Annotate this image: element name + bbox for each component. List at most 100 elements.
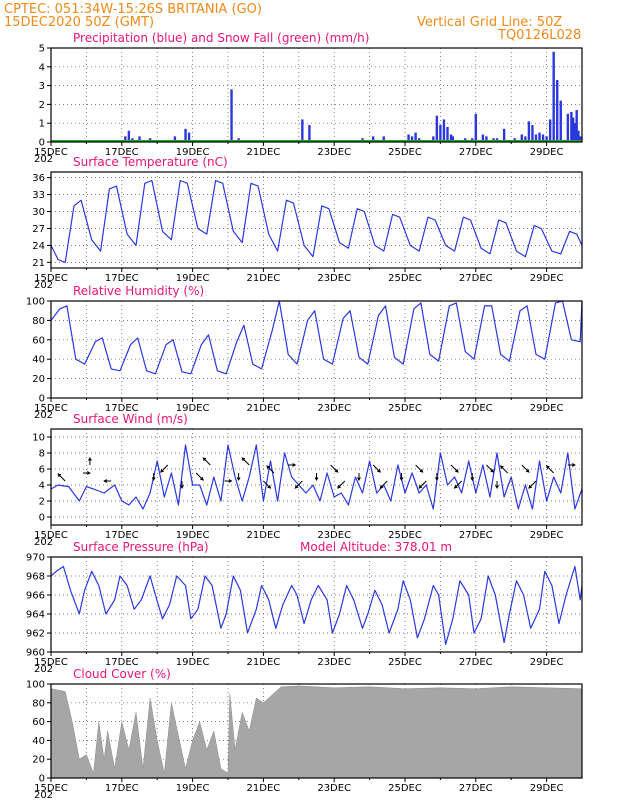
x-tick-label: 23DEC [317,657,351,668]
wind-arrow [486,464,494,473]
x-tick-label: 29DEC [530,147,564,158]
x-tick-label: 17DEC [105,403,139,414]
x-tick-label: 25DEC [388,530,422,541]
x-year-hint: 202 [34,280,53,291]
wind-arrow-head [528,484,532,489]
precip-bar [573,123,577,142]
wind-arrow [266,465,275,474]
y-tick-label: 36 [32,173,45,184]
x-year-hint: 202 [34,410,53,421]
wind-arrow-head [266,465,271,470]
precip-bar [534,134,538,142]
y-tick-label: 3 [39,81,45,92]
precip-bar [541,134,545,142]
wind-arrow-head [200,476,204,481]
wind-arrow-head [453,484,458,489]
precip-bar [474,113,477,142]
y-tick-label: 33 [32,190,45,201]
wind-arrow-head [495,485,499,490]
precip-bar [187,132,191,142]
x-tick-label: 17DEC [105,147,139,158]
wind-arrow-head [419,468,424,473]
pres-line [50,565,583,645]
wind-panel: 0 2 4 6 8 10 15DEC 17DEC 19DEC 21DEC 23DEC 25DEC 27D… [32,412,583,548]
chart-panels: 0 1 2 3 4 5 15DEC 17DEC 19DEC 21DEC 23DEC 25DEC 27DE… [26,31,583,800]
precip-bar [485,136,488,142]
y-tick-label: 970 [26,553,45,564]
x-tick-label: 23DEC [317,403,351,414]
precip-bar [556,79,559,142]
x-tick-label: 21DEC [247,147,281,158]
precip-bar [124,136,127,142]
x-tick-label: 19DEC [176,530,210,541]
temp-line [50,179,583,263]
precip-bar [414,132,417,142]
precip-bar [579,136,582,142]
panel-frame [50,171,583,269]
y-tick-label: 966 [26,591,45,602]
y-tick-label: 100 [26,297,45,308]
precip-bar [173,136,177,142]
y-tick-label: 60 [32,717,45,728]
precip-bar [127,130,131,142]
wind-arrow-head [571,463,576,467]
x-tick-label: 15DEC [34,273,68,284]
precip-bar [570,111,573,142]
x-tick-label: 25DEC [388,403,422,414]
wind-arrow-head [88,456,92,461]
wind-arrow-head [160,468,164,473]
precip-bar [371,136,375,142]
wind-line [50,444,583,510]
wind-arrow [330,464,339,473]
x-tick-label: 25DEC [388,783,422,794]
pres-title: Surface Pressure (hPa) [73,540,209,554]
y-tick-label: 964 [26,610,45,621]
x-tick-label: 23DEC [317,147,351,158]
y-tick-label: 2 [39,497,45,508]
precip-bar [449,134,453,142]
precip-bar [446,126,449,142]
y-tick-label: 10 [32,433,45,444]
x-tick-label: 15DEC [34,783,68,794]
y-tick-label: 0 [39,774,45,785]
wind-arrow-head [228,479,233,483]
precip-bar [566,113,570,142]
x-tick-label: 23DEC [317,273,351,284]
x-tick-label: 29DEC [530,530,564,541]
wind-arrow [521,464,530,473]
wind-arrow [418,480,427,489]
x-tick-label: 27DEC [459,273,493,284]
wind-arrow [379,480,388,489]
wind-arrow [415,464,423,473]
y-tick-label: 4 [39,481,45,492]
x-tick-label: 21DEC [247,657,281,668]
y-tick-label: 100 [26,680,45,691]
x-tick-label: 17DEC [105,273,139,284]
wind-arrow [337,480,346,489]
wind-arrow [450,464,459,473]
y-tick-label: 0 [39,394,45,405]
x-tick-label: 17DEC [105,530,139,541]
panel-frame [50,683,583,779]
precip-bar [432,136,435,142]
wind-arrow [202,457,211,466]
precip-bar [559,100,562,142]
wind-arrow-head [337,484,341,489]
wind-arrow-head [545,465,550,470]
y-tick-label: 962 [26,629,45,640]
wind-arrow-head [455,468,459,473]
wind-arrow-head [294,484,299,489]
temp-title: Surface Temperature (nC) [73,155,228,169]
x-tick-label: 25DEC [388,147,422,158]
temp-panel: 21 24 27 30 33 36 15DEC 17DEC 19DEC 21DEC 23DEC 25D… [32,155,583,291]
y-tick-label: 968 [26,572,45,583]
y-tick-label: 60 [32,335,45,346]
wind-arrow [294,480,303,489]
precip-bar [552,51,555,143]
y-tick-label: 6 [39,465,45,476]
precip-bar [442,119,446,142]
x-tick-label: 15DEC [34,147,68,158]
y-tick-label: 80 [32,698,45,709]
x-tick-label: 21DEC [247,783,281,794]
precip-bar [410,136,414,142]
